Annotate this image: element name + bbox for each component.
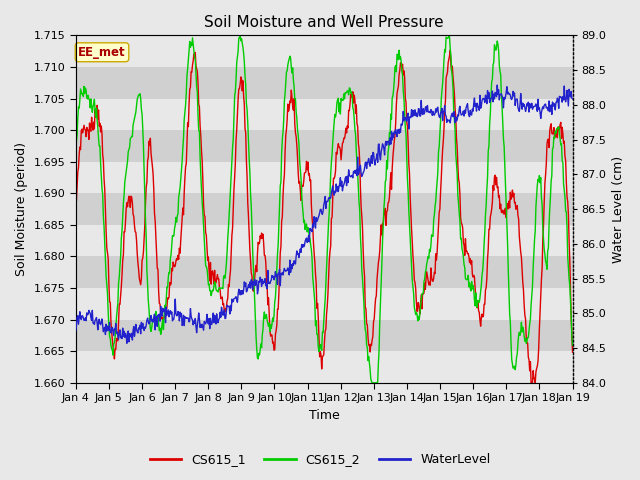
Bar xyxy=(76,320,573,351)
Bar xyxy=(76,256,573,288)
Bar xyxy=(76,193,573,225)
Text: EE_met: EE_met xyxy=(78,46,126,59)
Y-axis label: Water Level (cm): Water Level (cm) xyxy=(612,156,625,263)
Y-axis label: Soil Moisture (period): Soil Moisture (period) xyxy=(15,142,28,276)
Bar xyxy=(76,98,573,130)
X-axis label: Time: Time xyxy=(308,409,339,422)
Bar xyxy=(76,288,573,320)
Bar xyxy=(76,36,573,67)
Bar xyxy=(76,225,573,256)
Bar xyxy=(76,351,573,383)
Bar xyxy=(76,162,573,193)
Bar xyxy=(76,67,573,98)
Bar xyxy=(76,130,573,162)
Title: Soil Moisture and Well Pressure: Soil Moisture and Well Pressure xyxy=(204,15,444,30)
Legend: CS615_1, CS615_2, WaterLevel: CS615_1, CS615_2, WaterLevel xyxy=(145,448,495,471)
